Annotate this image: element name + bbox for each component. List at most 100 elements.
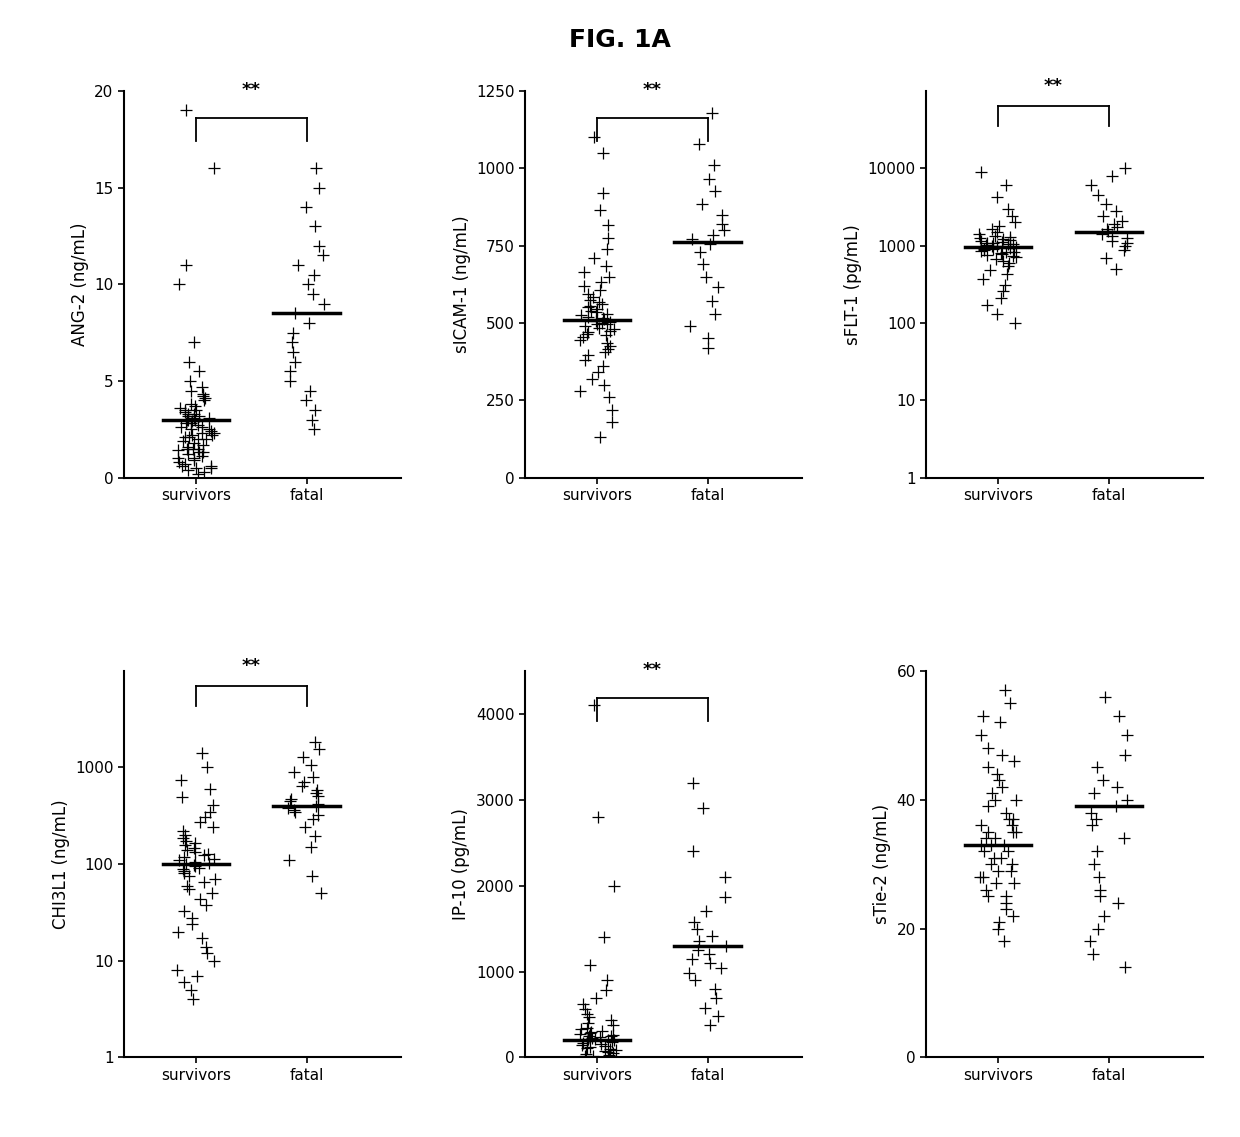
Point	[683, 773, 703, 791]
Point	[993, 932, 1013, 951]
Point	[182, 915, 202, 933]
Point	[179, 460, 198, 479]
Point	[712, 206, 732, 224]
Point	[698, 339, 718, 357]
Y-axis label: CHI3L1 (ng/mL): CHI3L1 (ng/mL)	[52, 799, 69, 929]
Point	[598, 315, 618, 333]
Point	[971, 836, 991, 854]
Point	[193, 435, 213, 454]
Point	[1001, 231, 1021, 249]
Point	[283, 323, 303, 341]
Point	[992, 778, 1012, 796]
Point	[682, 231, 702, 249]
Point	[296, 198, 316, 216]
Point	[1092, 771, 1112, 789]
Point	[170, 275, 190, 293]
Point	[970, 230, 990, 248]
Point	[599, 268, 619, 287]
Point	[1006, 823, 1025, 841]
Point	[999, 227, 1019, 246]
Point	[299, 314, 319, 332]
Point	[998, 200, 1018, 218]
Point	[593, 308, 613, 326]
Point	[1102, 167, 1122, 185]
Point	[177, 438, 197, 456]
Point	[190, 407, 210, 425]
Point	[303, 810, 322, 828]
Point	[996, 894, 1016, 912]
Point	[578, 1014, 598, 1032]
Point	[708, 279, 728, 297]
Point	[305, 401, 325, 420]
Point	[306, 783, 326, 802]
Point	[169, 850, 188, 869]
Point	[680, 964, 699, 982]
Point	[285, 803, 305, 821]
Point	[601, 1011, 621, 1029]
Point	[205, 849, 224, 868]
Point	[176, 256, 196, 274]
Point	[1084, 855, 1104, 873]
Point	[973, 240, 993, 258]
Point	[280, 362, 300, 380]
Point	[983, 233, 1003, 251]
Point	[309, 795, 329, 813]
Point	[279, 792, 299, 811]
Y-axis label: sTie-2 (ng/mL): sTie-2 (ng/mL)	[873, 804, 890, 924]
Point	[1006, 238, 1025, 256]
Point	[699, 945, 719, 963]
Point	[573, 995, 593, 1013]
Point	[975, 241, 994, 259]
Point	[693, 799, 713, 818]
Point	[588, 364, 608, 382]
Point	[1081, 176, 1101, 194]
Point	[180, 372, 200, 390]
Point	[284, 800, 304, 819]
Point	[312, 246, 332, 264]
Point	[1104, 215, 1123, 233]
Point	[603, 413, 622, 431]
Point	[991, 848, 1011, 866]
Point	[184, 451, 203, 470]
Point	[987, 236, 1007, 255]
Point	[196, 938, 216, 956]
Point	[186, 401, 206, 420]
Point	[587, 989, 606, 1007]
Point	[996, 276, 1016, 294]
Point	[179, 868, 198, 886]
Point	[1003, 906, 1023, 924]
Point	[174, 861, 193, 879]
Point	[1097, 222, 1117, 240]
Point	[580, 955, 600, 973]
Point	[596, 257, 616, 275]
Point	[198, 845, 218, 863]
Point	[572, 1036, 591, 1054]
Point	[600, 313, 620, 331]
Point	[278, 798, 298, 816]
Point	[1004, 242, 1024, 260]
Point	[993, 836, 1013, 854]
Point	[1086, 810, 1106, 828]
Point	[706, 182, 725, 200]
Point	[598, 305, 618, 323]
Point	[169, 453, 188, 471]
Point	[601, 400, 621, 418]
Point	[177, 877, 197, 895]
Point	[306, 797, 326, 815]
Point	[196, 896, 216, 914]
Point	[578, 298, 598, 316]
Point	[1090, 881, 1110, 899]
Point	[201, 457, 221, 475]
Point	[603, 1044, 622, 1062]
Point	[177, 410, 197, 429]
Point	[600, 1039, 620, 1057]
Point	[584, 249, 604, 267]
Point	[599, 388, 619, 406]
Point	[569, 382, 589, 400]
Point	[578, 323, 598, 341]
Point	[985, 790, 1004, 808]
Point	[978, 823, 998, 841]
Point	[191, 889, 211, 907]
Point	[987, 862, 1007, 880]
Point	[1096, 219, 1116, 238]
